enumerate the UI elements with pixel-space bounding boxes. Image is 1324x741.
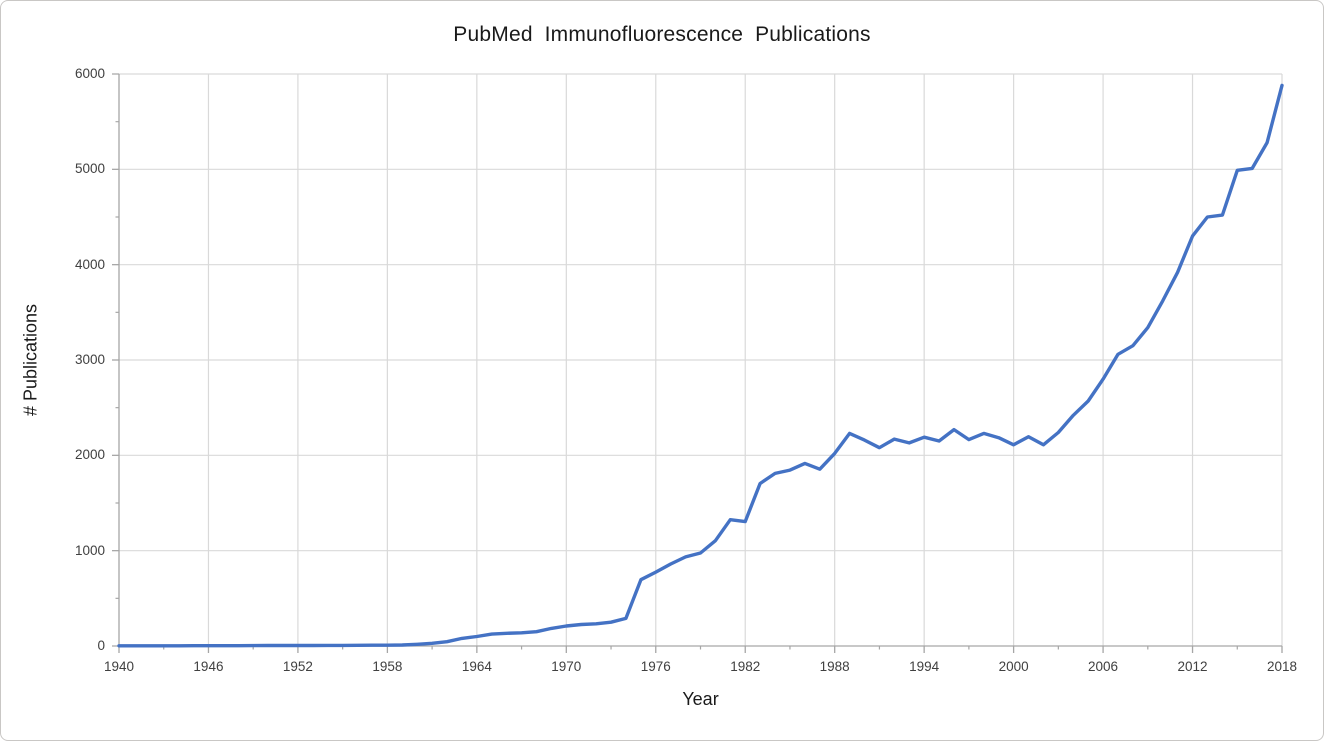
chart-title: PubMed Immunofluorescence Publications (453, 23, 871, 46)
x-tick-label-1994: 1994 (909, 659, 940, 674)
x-tick-label-2000: 2000 (998, 659, 1029, 674)
x-tick-label-2006: 2006 (1088, 659, 1119, 674)
x-tick-label-1952: 1952 (282, 659, 313, 674)
x-tick-label-2012: 2012 (1177, 659, 1208, 674)
x-tick-label-1946: 1946 (193, 659, 224, 674)
x-tick-label-2018: 2018 (1266, 659, 1298, 674)
y-tick-label-5000: 5000 (74, 161, 105, 177)
x-tick-label-1940: 1940 (103, 659, 135, 674)
x-axis-title: Year (682, 689, 719, 709)
x-tick-label-1970: 1970 (551, 659, 582, 674)
x-tick-label-1958: 1958 (372, 659, 403, 674)
x-tick-label-1982: 1982 (730, 659, 761, 674)
x-tick-label-1976: 1976 (640, 659, 671, 674)
y-tick-label-3000: 3000 (74, 352, 105, 367)
y-tick-label-0: 0 (97, 638, 105, 653)
y-tick-label-4000: 4000 (74, 256, 105, 272)
y-tick-label-2000: 2000 (74, 447, 105, 463)
publications-line (117, 83, 1284, 648)
y-tick-label-6000: 6000 (74, 66, 105, 81)
x-tick-label-1964: 1964 (461, 659, 492, 674)
x-tick-label-1988: 1988 (819, 659, 850, 674)
y-tick-label-1000: 1000 (74, 542, 105, 558)
